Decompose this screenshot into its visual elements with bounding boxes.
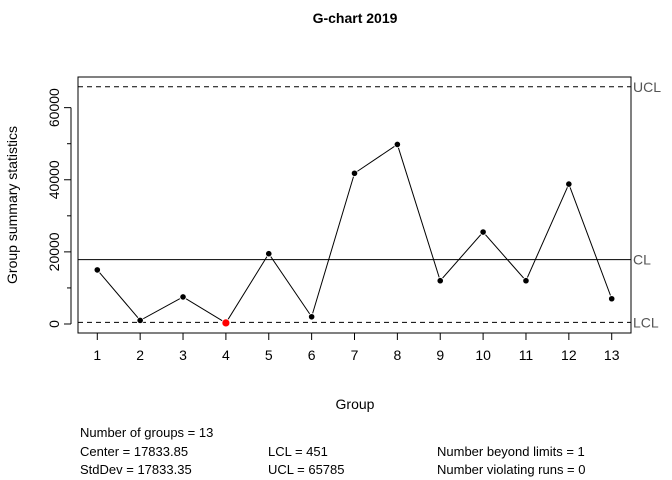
data-point: [136, 316, 144, 324]
y-tick-label: 40000: [46, 160, 62, 199]
stat-lcl: LCL = 451: [268, 444, 328, 459]
x-tick-label: 3: [179, 347, 187, 363]
x-tick-label: 5: [265, 347, 273, 363]
x-tick-label: 13: [604, 347, 620, 363]
data-point: [265, 250, 273, 258]
data-point: [350, 169, 359, 177]
y-tick-label: 0: [46, 320, 62, 328]
ucl-label: UCL: [633, 79, 661, 95]
x-tick-label: 8: [393, 347, 401, 363]
data-point: [93, 266, 101, 274]
data-point: [479, 228, 487, 236]
stat-ucl: UCL = 65785: [268, 462, 345, 477]
x-tick-label: 6: [308, 347, 316, 363]
data-point: [393, 140, 401, 149]
y-axis: 0 20000 40000 60000: [46, 88, 72, 328]
plot-box: [77, 76, 632, 334]
x-axis: 1 2 3 4 5 6 7 8 9 10 11 12 13: [93, 332, 620, 363]
data-point: [565, 180, 573, 188]
summary-stats: Number of groups = 13 Center = 17833.85 …: [80, 425, 586, 477]
y-tick-label: 60000: [46, 88, 62, 127]
x-tick-label: 2: [136, 347, 144, 363]
control-limits: UCL CL LCL: [78, 79, 661, 330]
x-tick-label: 4: [222, 347, 230, 363]
y-tick-label: 20000: [46, 232, 62, 271]
chart-title: G-chart 2019: [313, 10, 398, 26]
data-point: [608, 295, 616, 303]
stat-violating-runs: Number violating runs = 0: [437, 462, 586, 477]
stat-beyond-limits: Number beyond limits = 1: [437, 444, 585, 459]
data-point: [522, 277, 530, 285]
y-axis-label: Group summary statistics: [4, 126, 20, 284]
data-point: [179, 293, 187, 301]
cl-label: CL: [633, 252, 651, 268]
data-point: [436, 277, 444, 285]
data-point: [308, 313, 316, 321]
x-axis-label: Group: [336, 396, 375, 412]
x-tick-label: 12: [561, 347, 577, 363]
stat-number-of-groups: Number of groups = 13: [80, 425, 213, 440]
x-tick-label: 10: [475, 347, 491, 363]
x-tick-label: 7: [351, 347, 359, 363]
x-tick-label: 11: [519, 347, 534, 363]
stat-stddev: StdDev = 17833.35: [80, 462, 192, 477]
x-tick-label: 9: [436, 347, 444, 363]
data-point-beyond-limits: [221, 318, 231, 328]
x-tick-label: 1: [93, 347, 101, 363]
lcl-label: LCL: [633, 314, 659, 330]
data-series: [93, 140, 616, 328]
stat-center: Center = 17833.85: [80, 444, 188, 459]
